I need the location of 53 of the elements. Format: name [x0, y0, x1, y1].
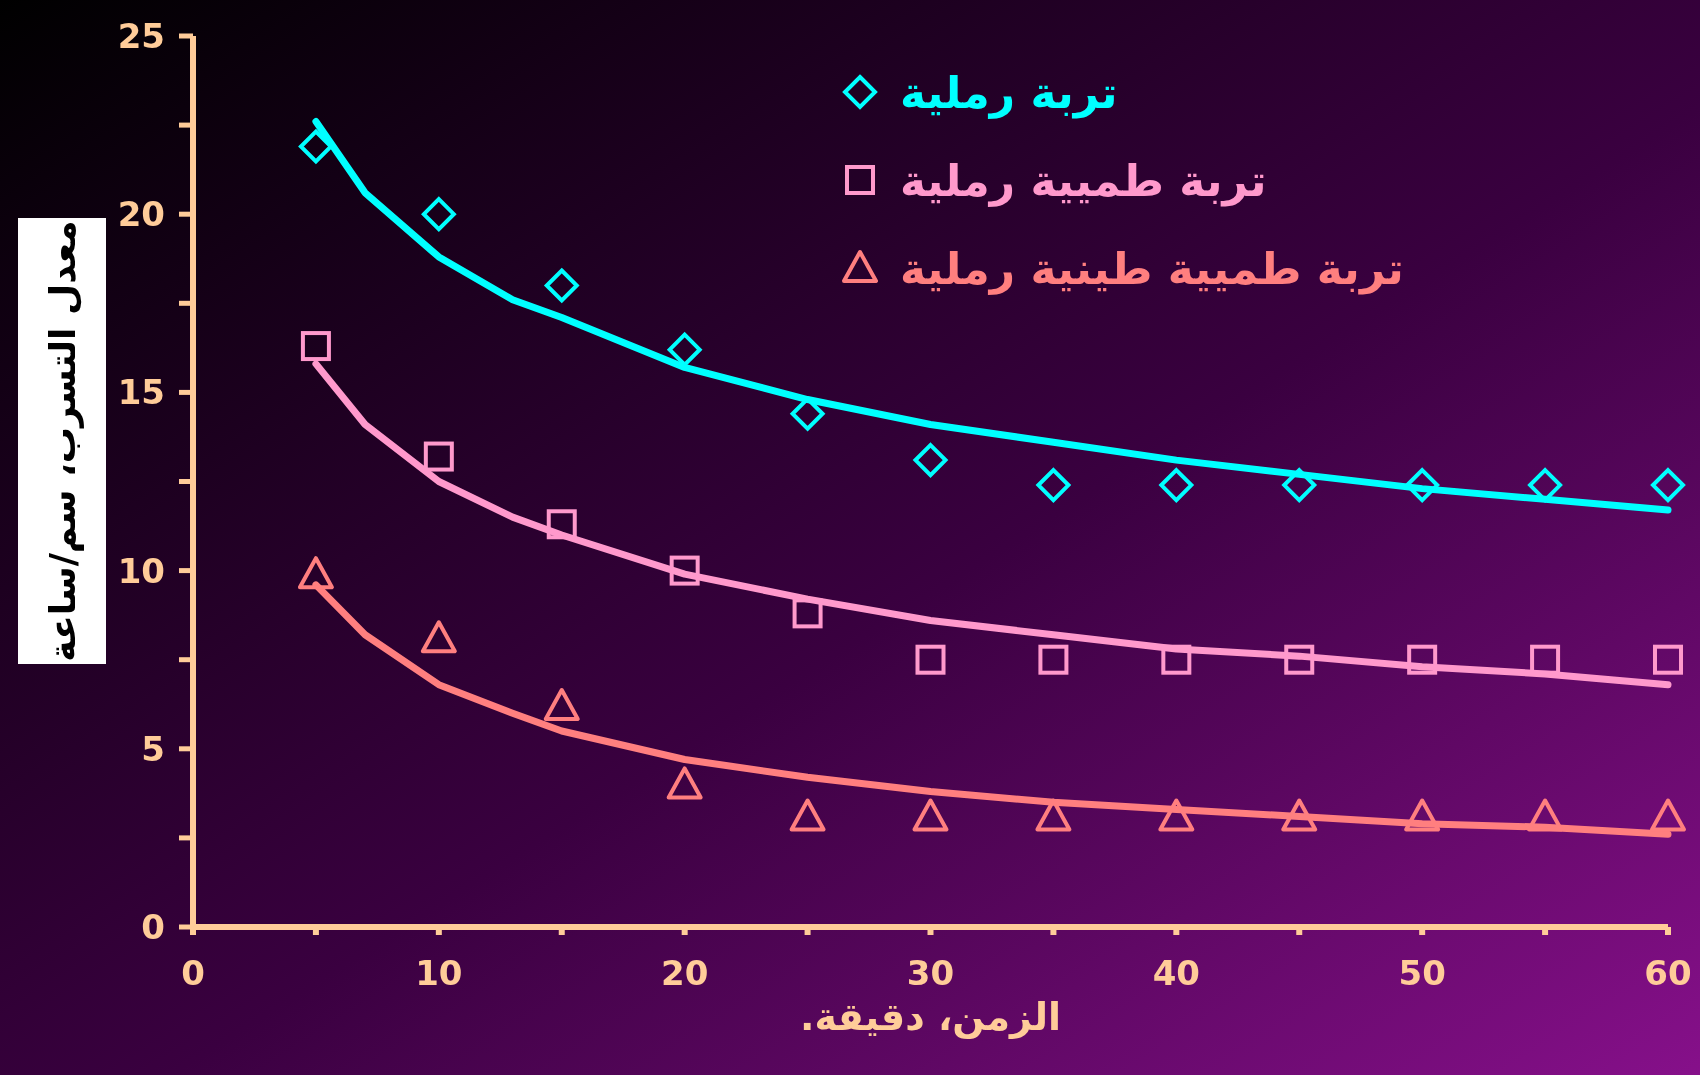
point [666, 766, 703, 800]
point [1158, 798, 1195, 832]
point [1530, 644, 1561, 675]
point [912, 798, 949, 832]
point [1281, 798, 1318, 832]
x-tick-label: 30 [906, 953, 955, 993]
legend-label: تربة طميية طينية رملية [900, 243, 1404, 295]
point [423, 441, 454, 472]
point [543, 688, 580, 722]
point [792, 598, 823, 629]
y-axis-title: معدل التسرب، سم/ساعة [42, 220, 84, 662]
point [1159, 468, 1194, 503]
x-tick-label: 40 [1152, 953, 1200, 993]
y-tick-label: 25 [117, 16, 165, 56]
point [915, 644, 946, 675]
point [1284, 644, 1315, 675]
x-tick-label: 50 [1398, 953, 1446, 993]
point [297, 556, 334, 590]
point [1650, 798, 1686, 832]
point [1653, 644, 1683, 675]
point [1527, 798, 1564, 832]
y-tick-label: 5 [141, 728, 165, 769]
y-tick-label: 10 [117, 550, 165, 591]
x-tick-label: 10 [415, 953, 463, 993]
point [1651, 468, 1685, 503]
point [1161, 644, 1192, 675]
point [669, 555, 700, 586]
point [1035, 798, 1072, 832]
y-tick-label: 15 [117, 372, 165, 413]
point [1405, 468, 1440, 503]
point [300, 331, 331, 362]
point [1528, 468, 1563, 503]
point [544, 268, 579, 303]
x-tick-label: 20 [661, 953, 709, 993]
point [667, 332, 702, 367]
point [1036, 468, 1071, 503]
point [420, 620, 457, 654]
point [1038, 644, 1069, 675]
point [421, 197, 456, 232]
point [1282, 468, 1317, 503]
point [546, 509, 577, 540]
point [1407, 644, 1438, 675]
legend-label: تربة طميية رملية [900, 155, 1267, 207]
point [913, 443, 948, 478]
x-axis-title: الزمن، دقيقة. [799, 995, 1062, 1039]
x-tick-label: 60 [1644, 953, 1692, 993]
point [298, 129, 333, 164]
y-tick-label: 0 [141, 907, 165, 947]
y-tick-label: 20 [117, 194, 165, 235]
point [1404, 798, 1441, 832]
legend-label: تربة رملية [900, 67, 1118, 119]
point [789, 798, 826, 832]
x-tick-label: 0 [181, 953, 205, 993]
